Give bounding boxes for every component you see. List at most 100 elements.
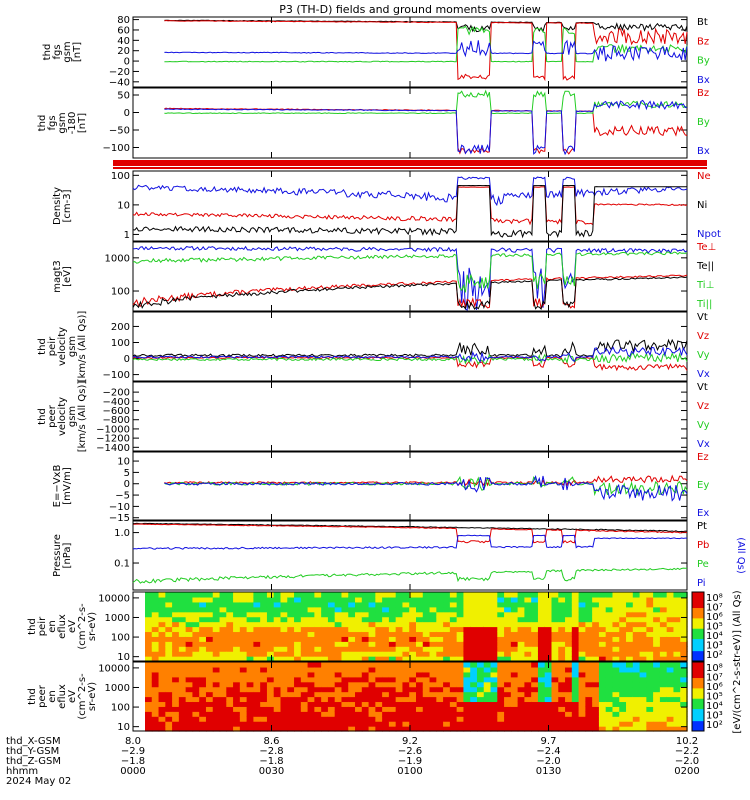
spectrogram-cell bbox=[388, 611, 397, 618]
colorbar-step bbox=[692, 607, 704, 610]
spectrogram-cell bbox=[490, 592, 499, 598]
spectrogram-cell bbox=[334, 671, 343, 678]
spectrogram-cell bbox=[666, 681, 675, 688]
spectrogram-cell bbox=[266, 621, 275, 628]
spectrogram-cell bbox=[341, 636, 349, 642]
spectrogram-cell bbox=[456, 686, 465, 693]
spectrogram-cell bbox=[476, 701, 485, 707]
spectrogram-cell bbox=[456, 716, 465, 722]
spectrogram-cell bbox=[266, 676, 275, 683]
spectrogram-cell bbox=[341, 592, 349, 598]
spectrogram-cell bbox=[300, 626, 309, 633]
spectrogram-cell bbox=[158, 646, 167, 652]
spectrogram-cell bbox=[145, 666, 153, 673]
x-tick-label-x: 8.0 bbox=[125, 736, 141, 747]
spectrogram-cell bbox=[592, 671, 600, 678]
spectrogram-cell bbox=[273, 656, 282, 662]
spectrogram-cell bbox=[565, 691, 573, 698]
spectrogram-cell bbox=[409, 592, 417, 598]
spectrogram-cell bbox=[531, 641, 539, 647]
spectrogram-cell bbox=[497, 681, 505, 688]
spectrogram-cell bbox=[653, 701, 661, 707]
spectrogram-cell bbox=[205, 636, 214, 642]
spectrogram-cell bbox=[273, 726, 282, 732]
spectrogram-cell bbox=[300, 671, 309, 678]
spectrogram-cell bbox=[517, 621, 526, 628]
spectrogram-cell bbox=[592, 636, 600, 642]
spectrogram-cell bbox=[226, 666, 234, 673]
spectrogram-cell bbox=[219, 601, 228, 608]
spectrogram-cell bbox=[280, 601, 289, 608]
spectrogram-cell bbox=[416, 646, 424, 652]
spectrogram-cell bbox=[361, 646, 370, 652]
spectrogram-cell bbox=[341, 611, 349, 618]
spectrogram-cell bbox=[165, 596, 173, 603]
colorbar-step bbox=[692, 617, 704, 621]
spectrogram-cell bbox=[151, 596, 160, 603]
spectrogram-cell bbox=[145, 662, 153, 668]
spectrogram-cell bbox=[524, 666, 532, 673]
spectrogram-cell bbox=[551, 696, 560, 703]
trace-p1-1 bbox=[164, 19, 688, 82]
spectrogram-cell bbox=[294, 651, 302, 657]
spectrogram-cell bbox=[334, 726, 343, 732]
spectrogram-cell bbox=[307, 716, 316, 722]
spectrogram-cell bbox=[483, 701, 492, 707]
spectrogram-cell bbox=[294, 592, 302, 598]
spectrogram-cell bbox=[673, 726, 681, 732]
spectrogram-cell bbox=[158, 611, 167, 618]
spectrogram-cell bbox=[361, 616, 370, 623]
x-tick-label-z: −1.8 bbox=[121, 756, 145, 767]
spectrogram-cell bbox=[558, 716, 566, 722]
spectrogram-cell bbox=[280, 726, 289, 732]
spectrogram-cell bbox=[443, 601, 451, 608]
spectrogram-cell bbox=[321, 696, 329, 703]
spectrogram-cell bbox=[456, 671, 465, 678]
spectrogram-cell bbox=[226, 616, 234, 623]
spectrogram-cell bbox=[470, 616, 478, 623]
spectrogram-cell bbox=[307, 596, 316, 603]
spectrogram-cell bbox=[483, 626, 492, 633]
spectrogram-cell bbox=[368, 721, 377, 727]
colorbar-step bbox=[692, 675, 704, 679]
spectrogram-cell bbox=[314, 611, 322, 618]
spectrogram-cell bbox=[578, 711, 587, 717]
colorbar-step bbox=[692, 698, 704, 701]
spectrogram-cell bbox=[598, 636, 607, 642]
spectrogram-cell bbox=[321, 621, 329, 628]
spectrogram-cell bbox=[212, 686, 221, 693]
spectrogram-cell bbox=[666, 662, 675, 668]
spectrogram-cell bbox=[639, 721, 648, 727]
spectrogram-cell bbox=[537, 636, 546, 642]
spectrogram-cell bbox=[307, 676, 316, 683]
spectrogram-cell bbox=[368, 636, 377, 642]
spectrogram-cell bbox=[205, 662, 214, 668]
spectrogram-cell bbox=[524, 711, 532, 717]
spectrogram-cell bbox=[253, 676, 261, 683]
colorbar-tick-label: 10⁷ bbox=[706, 673, 723, 684]
spectrogram-cell bbox=[355, 596, 363, 603]
spectrogram-cell bbox=[233, 641, 241, 647]
y-axis-label-line: [mV/m] bbox=[62, 467, 73, 505]
trace-p4-2 bbox=[132, 274, 688, 310]
spectrogram-cell bbox=[361, 651, 370, 657]
spectrogram-cell bbox=[199, 726, 207, 732]
spectrogram-cell bbox=[565, 681, 573, 688]
spectrogram-cell bbox=[551, 596, 560, 603]
spectrogram-cell bbox=[592, 626, 600, 633]
spectrogram-cell bbox=[680, 606, 688, 613]
trace-p1-0 bbox=[164, 19, 688, 33]
spectrogram-cell bbox=[409, 636, 417, 642]
spectrogram-cell bbox=[632, 656, 641, 662]
spectrogram-cell bbox=[639, 671, 648, 678]
spectrogram-cell bbox=[185, 616, 194, 623]
spectrogram-cell bbox=[416, 606, 424, 613]
spectrogram-cell bbox=[233, 701, 241, 707]
spectrogram-cell bbox=[612, 611, 620, 618]
spectrogram-cell bbox=[605, 726, 614, 732]
colorbar-frame bbox=[691, 591, 705, 662]
spectrogram-cell bbox=[178, 726, 187, 732]
spectrogram-cell bbox=[192, 681, 200, 688]
spectrogram-cell bbox=[551, 676, 560, 683]
spectrogram-cell bbox=[192, 666, 200, 673]
